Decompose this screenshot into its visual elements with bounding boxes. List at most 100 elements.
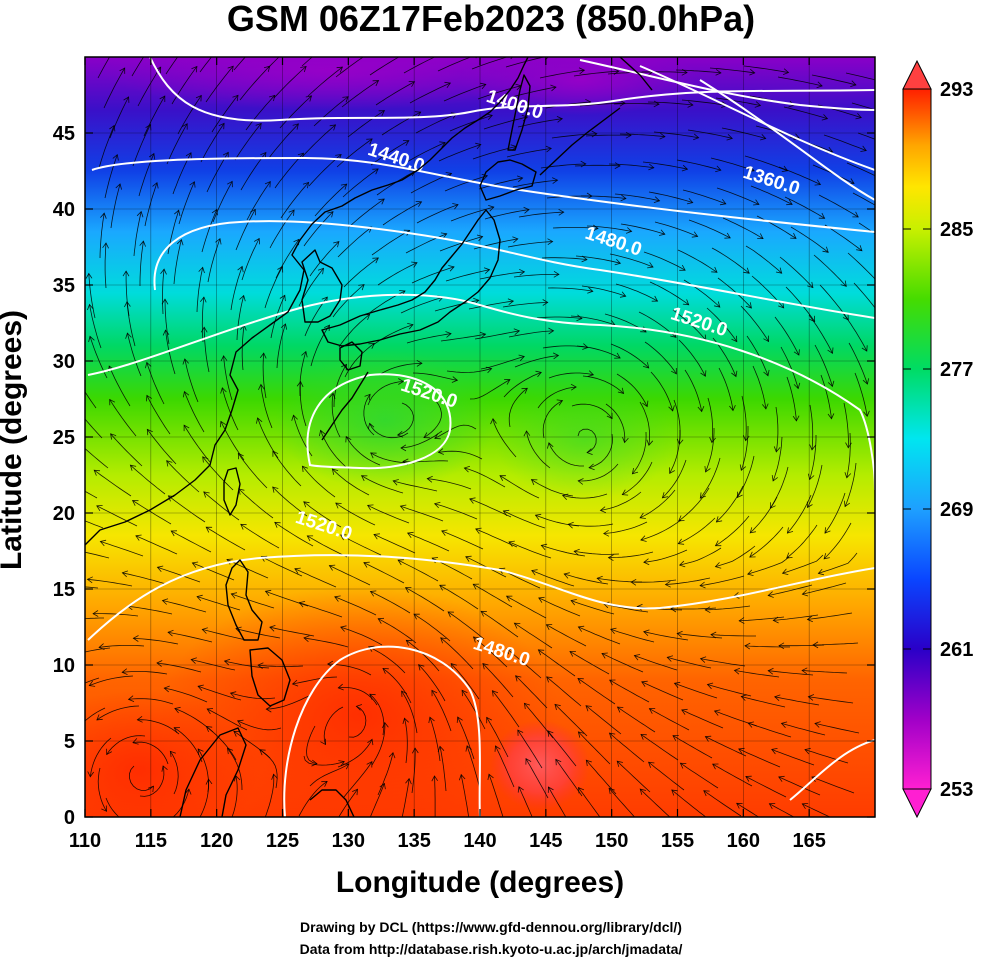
streamline-arrow bbox=[337, 683, 344, 691]
streamline-arrow bbox=[671, 367, 677, 375]
streamline-arrow bbox=[369, 590, 377, 597]
streamline bbox=[538, 597, 581, 617]
streamline bbox=[378, 618, 417, 644]
streamline-arrow bbox=[681, 708, 688, 715]
x-tick-label: 165 bbox=[792, 830, 825, 852]
streamline bbox=[480, 610, 519, 638]
streamline-arrow bbox=[844, 472, 852, 479]
streamline bbox=[466, 745, 481, 790]
streamline bbox=[585, 134, 632, 137]
streamline-arrow bbox=[333, 241, 340, 248]
streamline-arrow bbox=[704, 606, 711, 614]
streamline bbox=[843, 402, 849, 448]
streamline bbox=[337, 739, 373, 768]
streamline-arrow bbox=[759, 134, 767, 141]
streamline bbox=[109, 96, 129, 139]
streamline-arrow bbox=[439, 141, 446, 148]
streamline-arrow bbox=[614, 352, 621, 359]
streamline-arrow bbox=[596, 575, 603, 583]
streamline bbox=[643, 251, 686, 271]
streamline bbox=[172, 789, 190, 817]
streamline bbox=[575, 255, 621, 264]
streamline bbox=[639, 489, 676, 519]
streamline bbox=[703, 790, 742, 817]
streamline bbox=[371, 230, 410, 256]
streamline-arrow bbox=[630, 578, 637, 586]
streamline bbox=[439, 584, 479, 610]
streamline-arrow bbox=[699, 492, 706, 499]
streamline bbox=[555, 759, 583, 797]
streamline-arrow bbox=[382, 721, 389, 729]
streamline bbox=[744, 155, 788, 172]
streamline-arrow bbox=[189, 181, 196, 188]
streamline bbox=[164, 299, 170, 345]
streamline-arrow bbox=[237, 719, 244, 726]
streamline bbox=[449, 115, 493, 132]
streamline-arrow bbox=[792, 415, 800, 422]
streamline-arrow bbox=[669, 467, 675, 474]
x-tick-label: 140 bbox=[463, 830, 496, 852]
streamline-arrow bbox=[469, 497, 476, 504]
coastline-honshu bbox=[321, 209, 501, 347]
streamline bbox=[581, 195, 626, 199]
streamline bbox=[164, 687, 208, 703]
streamline-arrow bbox=[676, 630, 683, 638]
streamline bbox=[814, 723, 860, 734]
streamline bbox=[681, 99, 727, 106]
streamline bbox=[642, 161, 688, 170]
streamline bbox=[581, 285, 626, 297]
streamline-arrow bbox=[483, 267, 491, 274]
streamline bbox=[367, 381, 404, 406]
streamline-arrow bbox=[809, 315, 816, 323]
streamline bbox=[784, 196, 825, 219]
streamline bbox=[137, 719, 180, 735]
streamline-arrow bbox=[132, 738, 139, 745]
streamline-arrow bbox=[99, 539, 107, 547]
streamline bbox=[207, 708, 248, 731]
streamline-arrow bbox=[367, 422, 375, 430]
streamline bbox=[471, 57, 509, 70]
streamline-arrow bbox=[678, 560, 686, 568]
streamline bbox=[786, 376, 797, 421]
streamline-arrow bbox=[373, 533, 380, 540]
streamline bbox=[369, 783, 385, 817]
streamline bbox=[775, 406, 779, 452]
streamline bbox=[643, 631, 689, 641]
streamline bbox=[238, 488, 274, 519]
streamline bbox=[99, 645, 145, 648]
streamline-arrow bbox=[279, 294, 286, 302]
streamline bbox=[617, 706, 656, 733]
coastline-luzon bbox=[225, 559, 263, 641]
streamline-arrow bbox=[535, 370, 542, 378]
streamline bbox=[377, 752, 394, 796]
streamline-arrow bbox=[763, 335, 769, 343]
streamline-arrow bbox=[757, 233, 764, 240]
streamline-arrow bbox=[227, 180, 233, 188]
streamline bbox=[807, 464, 823, 508]
streamline bbox=[337, 226, 372, 258]
streamline-arrow bbox=[265, 705, 272, 713]
streamline bbox=[568, 523, 614, 527]
streamline-arrow bbox=[367, 738, 374, 746]
streamline bbox=[235, 628, 281, 639]
streamline bbox=[845, 72, 875, 81]
streamline bbox=[507, 241, 553, 248]
streamline-arrow bbox=[291, 414, 298, 421]
streamline bbox=[240, 523, 280, 549]
streamline-arrow bbox=[714, 562, 722, 569]
streamline-arrow bbox=[411, 261, 418, 268]
streamline bbox=[614, 193, 660, 202]
streamline-arrow bbox=[132, 635, 139, 642]
streamline-arrow bbox=[418, 664, 425, 671]
streamline bbox=[413, 613, 451, 642]
streamline bbox=[802, 582, 847, 595]
streamline-arrow bbox=[767, 591, 774, 598]
streamline-arrow bbox=[58, 476, 64, 481]
streamline bbox=[647, 101, 693, 106]
streamline-arrow bbox=[687, 101, 694, 108]
streamline-arrow bbox=[367, 504, 374, 511]
streamline bbox=[486, 717, 509, 758]
x-tick-label: 120 bbox=[200, 830, 233, 852]
streamline-arrow bbox=[537, 649, 545, 656]
streamline-arrow bbox=[277, 265, 284, 273]
